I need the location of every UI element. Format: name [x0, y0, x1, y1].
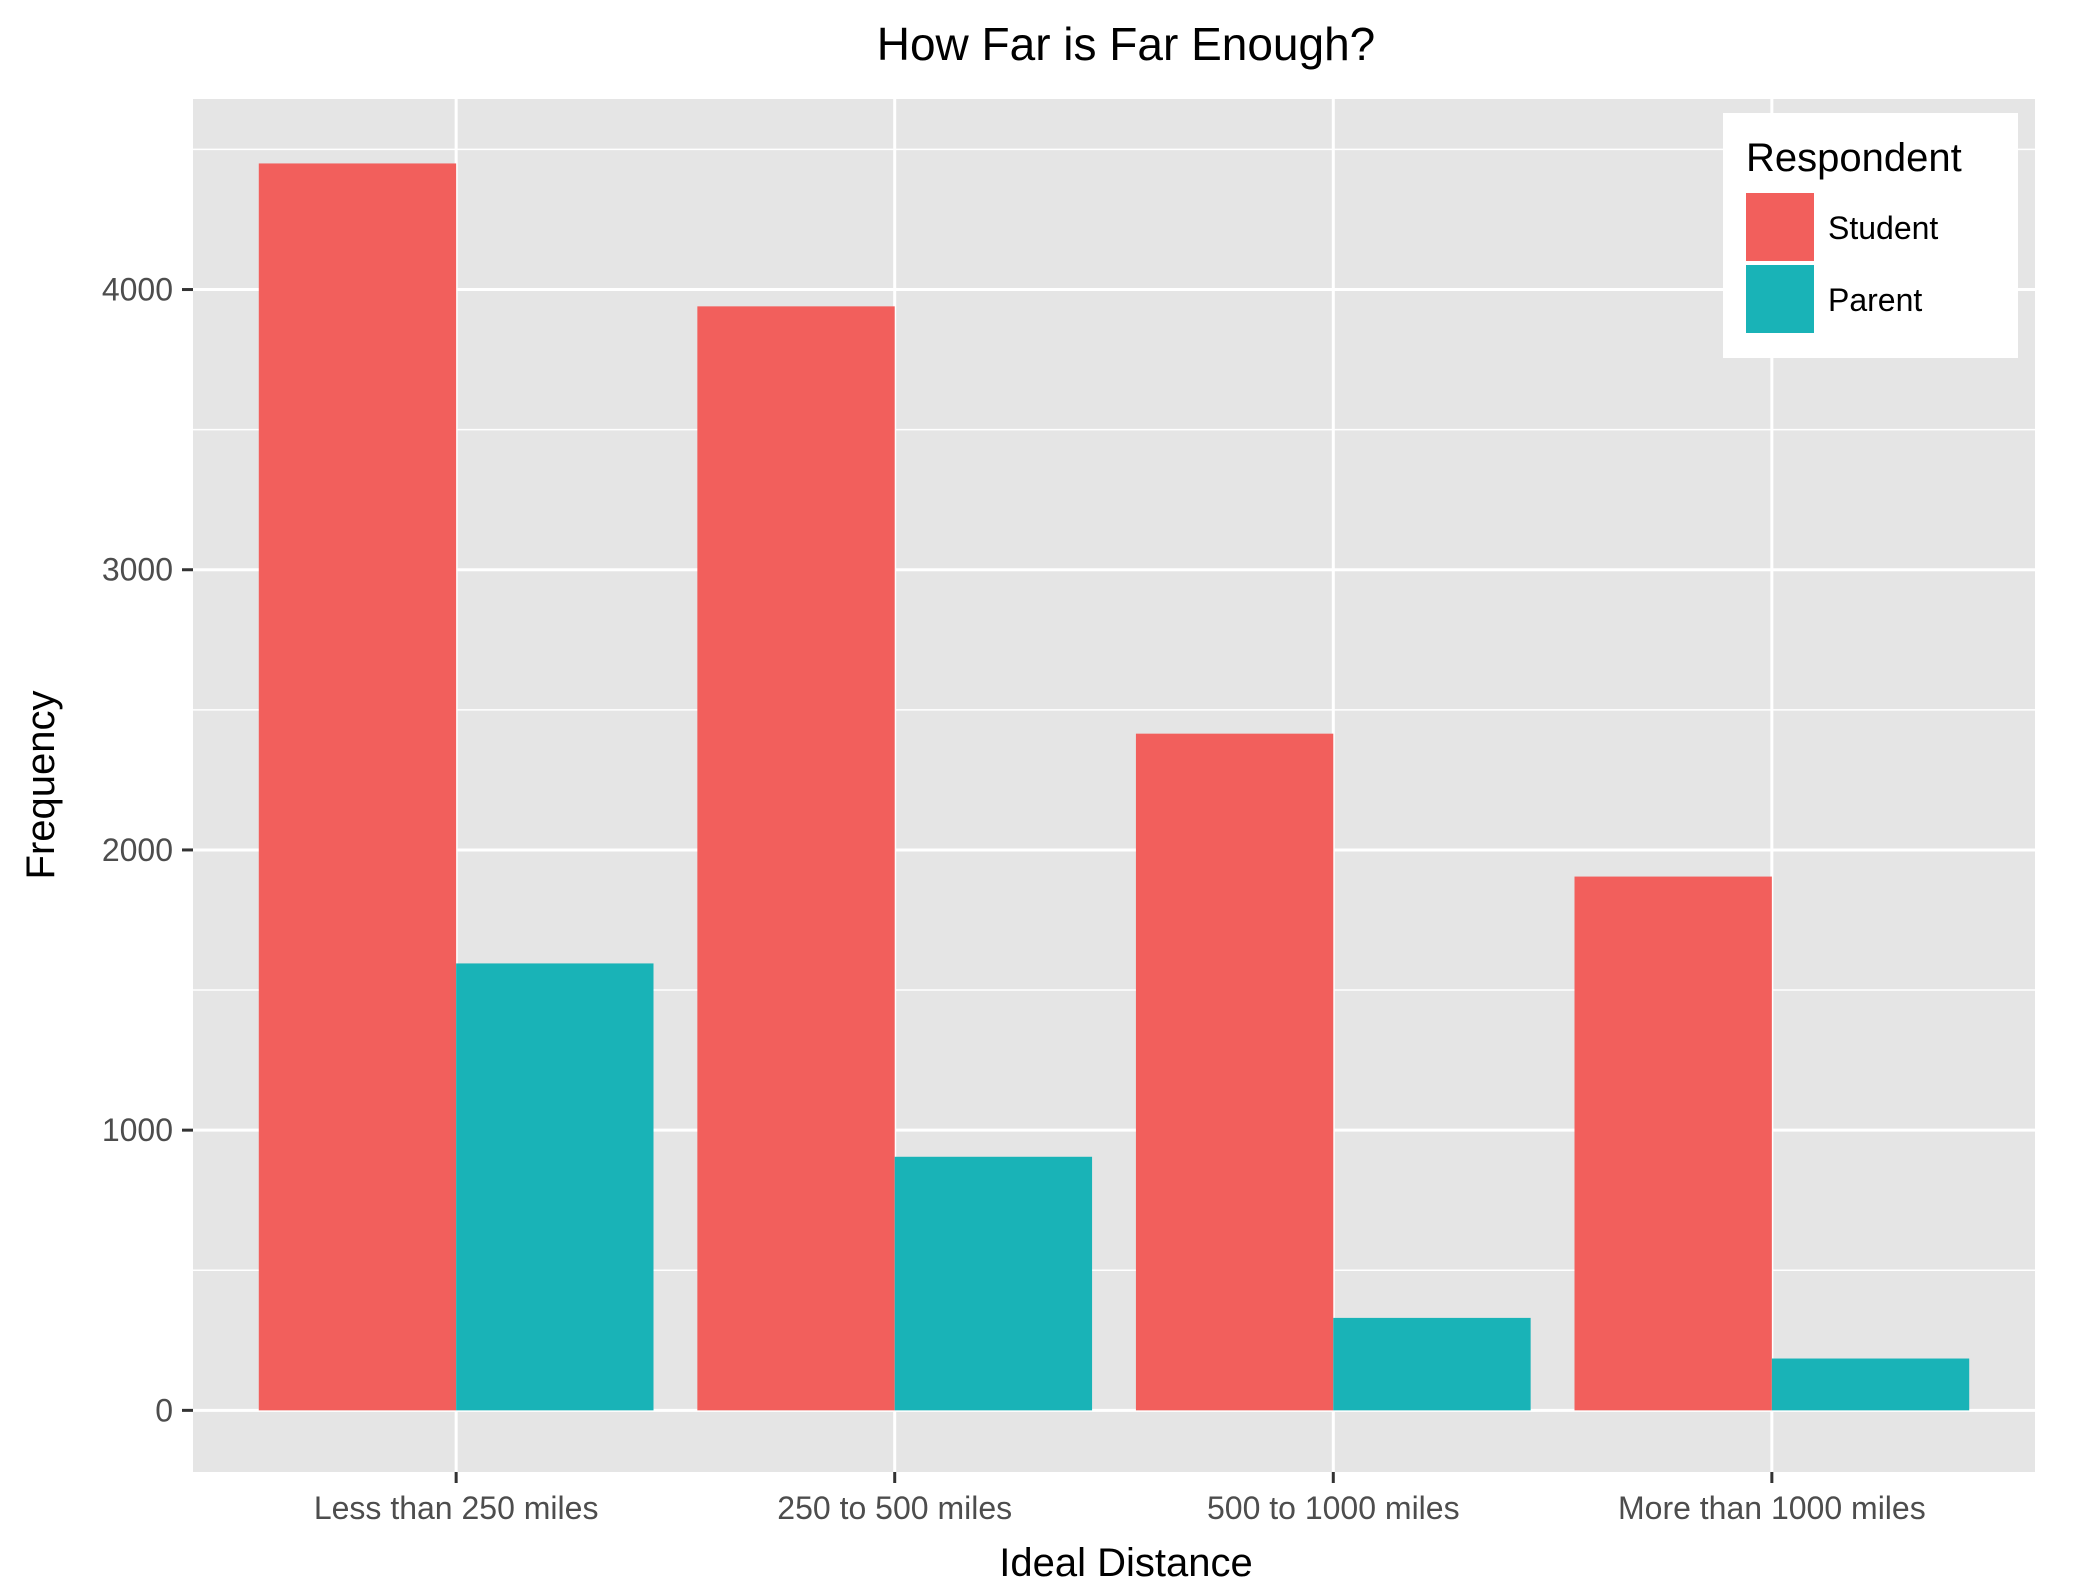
bar-student-0	[258, 163, 457, 1411]
bar-student-2	[1135, 733, 1334, 1411]
legend-label-student: Student	[1828, 210, 1938, 246]
bar-parent-3	[1771, 1358, 1970, 1411]
chart-title: How Far is Far Enough?	[877, 18, 1376, 70]
bar-parent-0	[456, 963, 654, 1411]
x-tick-label: More than 1000 miles	[1618, 1490, 1926, 1526]
legend-key-parent	[1746, 265, 1814, 333]
x-axis: Less than 250 miles 250 to 500 miles 500 t…	[314, 1472, 1926, 1526]
bar-student-1	[697, 306, 895, 1411]
bar-parent-1	[894, 1156, 1093, 1411]
y-tick-label: 1000	[102, 1112, 173, 1148]
y-tick-label: 4000	[102, 272, 173, 308]
legend: Respondent Student Parent	[1723, 113, 2018, 358]
x-tick-label: Less than 250 miles	[314, 1490, 599, 1526]
y-axis-title: Frequency	[19, 691, 63, 880]
y-axis: 0 1000 2000 3000 4000	[102, 272, 193, 1428]
x-axis-title: Ideal Distance	[999, 1541, 1252, 1585]
y-tick-label: 2000	[102, 832, 173, 868]
legend-label-parent: Parent	[1828, 282, 1922, 318]
y-tick-label: 0	[155, 1392, 173, 1428]
x-tick-label: 500 to 1000 miles	[1207, 1490, 1460, 1526]
legend-title: Respondent	[1746, 136, 1962, 180]
bars	[258, 163, 1970, 1411]
legend-key-student	[1746, 193, 1814, 261]
bar-parent-2	[1333, 1317, 1531, 1411]
x-tick-label: 250 to 500 miles	[777, 1490, 1012, 1526]
bar-student-3	[1574, 876, 1772, 1411]
y-tick-label: 3000	[102, 552, 173, 588]
